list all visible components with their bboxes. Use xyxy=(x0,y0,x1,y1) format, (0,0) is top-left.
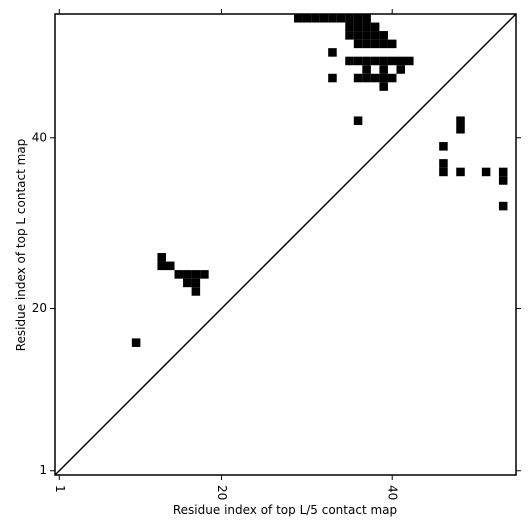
contact-cell xyxy=(498,201,508,211)
contact-cell xyxy=(370,22,380,32)
diagonal xyxy=(54,13,517,476)
contact-cell xyxy=(319,14,329,23)
contact-cell xyxy=(379,65,388,74)
contact-cell xyxy=(370,73,380,83)
contact-cell xyxy=(191,287,201,296)
contact-cell xyxy=(396,56,406,66)
contact-cell xyxy=(157,253,166,262)
contact-cell xyxy=(379,56,388,66)
contact-cell xyxy=(439,142,448,151)
contact-cell xyxy=(353,73,363,83)
contact-cell xyxy=(387,56,397,66)
contact-cell xyxy=(353,14,363,23)
y-tick-label: 20 xyxy=(32,301,47,315)
x-tick-label: 40 xyxy=(386,485,400,500)
contact-cell xyxy=(183,270,192,279)
contact-cell xyxy=(345,22,354,32)
contact-cell xyxy=(379,39,388,49)
contact-cell xyxy=(328,73,337,83)
contact-cell xyxy=(191,278,201,288)
y-axis-label: Residue index of top L contact map xyxy=(14,139,28,352)
contact-cell xyxy=(353,39,363,49)
contact-cell xyxy=(353,116,363,125)
x-tick-label: 1 xyxy=(53,485,67,493)
contact-cell xyxy=(362,39,371,49)
contact-cell xyxy=(498,167,508,177)
contact-cell xyxy=(362,22,371,32)
contact-cell xyxy=(370,56,380,66)
x-axis-label: Residue index of top L/5 contact map xyxy=(173,503,397,517)
contact-cell xyxy=(328,14,337,23)
contact-cell xyxy=(336,14,346,23)
contact-cell xyxy=(328,48,337,57)
contact-cell xyxy=(362,14,371,23)
contact-cell xyxy=(396,65,406,74)
contact-cell xyxy=(481,167,491,177)
contact-cell xyxy=(183,278,192,288)
contact-cell xyxy=(439,159,448,168)
contact-cell xyxy=(191,270,201,279)
plot-frame xyxy=(54,13,517,476)
contact-cell xyxy=(362,56,371,66)
y-tick-label: 1 xyxy=(39,463,47,477)
contact-cell xyxy=(294,14,303,23)
contact-cell xyxy=(498,176,508,185)
contact-cell xyxy=(387,73,397,83)
contact-cell xyxy=(345,31,354,40)
contact-cell xyxy=(165,261,175,271)
contact-cell xyxy=(302,14,312,23)
contact-cell xyxy=(353,31,363,40)
contact-cell xyxy=(379,31,388,40)
contact-cell xyxy=(456,116,465,125)
contact-cell xyxy=(345,56,354,66)
contact-cell xyxy=(387,39,397,49)
contact-cell xyxy=(439,167,448,177)
contact-cell xyxy=(311,14,320,23)
contact-cell xyxy=(362,73,371,83)
contact-cell xyxy=(353,22,363,32)
contact-cell xyxy=(353,56,363,66)
contact-cell xyxy=(157,261,166,271)
y-tick-label: 40 xyxy=(32,130,47,144)
contact-cell xyxy=(131,338,141,347)
x-tick-label: 20 xyxy=(215,485,229,500)
contact-cell xyxy=(362,31,371,40)
contact-cell xyxy=(379,73,388,83)
contact-cell xyxy=(379,82,388,91)
contact-cell xyxy=(456,124,465,134)
contact-cell xyxy=(370,31,380,40)
contact-cell xyxy=(200,270,209,279)
contact-cell xyxy=(345,14,354,23)
contact-cell xyxy=(370,39,380,49)
contact-cell xyxy=(405,56,414,66)
contact-cell xyxy=(362,65,371,74)
contact-cell xyxy=(456,167,465,177)
contact-cell xyxy=(174,270,184,279)
